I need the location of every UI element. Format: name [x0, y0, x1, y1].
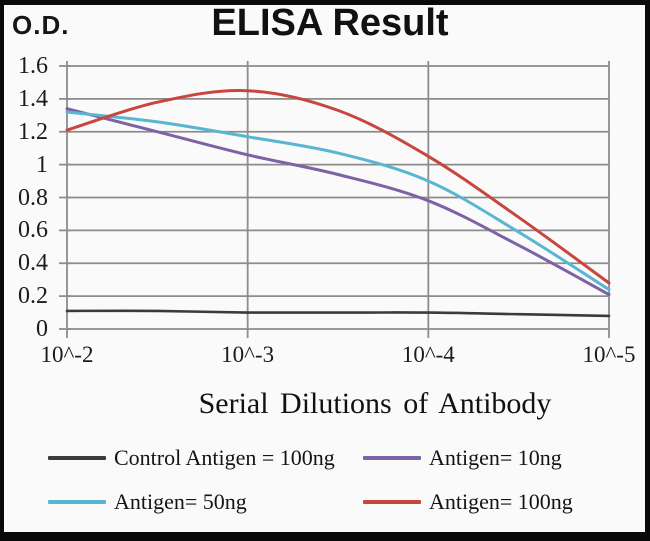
legend-line-swatch [48, 500, 106, 504]
y-tick-label: 0.2 [18, 283, 48, 310]
x-tick-label: 10^-5 [582, 342, 636, 367]
legend: Control Antigen = 100ng Antigen= 10ng Anti… [48, 444, 608, 516]
y-tick-label: 0 [36, 316, 48, 342]
legend-line-swatch [363, 500, 421, 504]
y-tick-label: 0.6 [18, 217, 48, 244]
legend-item: Antigen= 10ng [363, 444, 608, 472]
legend-label: Control Antigen = 100ng [114, 445, 335, 470]
series-line-1 [65, 309, 611, 318]
legend-line-swatch [48, 456, 106, 460]
series-line-2 [65, 107, 611, 296]
legend-item: Antigen= 100ng [363, 488, 608, 516]
series-line-3 [65, 110, 611, 292]
x-tick-label: 10^-4 [401, 342, 455, 367]
legend-label: Antigen= 50ng [114, 489, 247, 514]
chart-title: ELISA Result [211, 2, 449, 44]
x-axis-title: Serial Dilutions of Antibody [198, 387, 552, 420]
legend-label: Antigen= 100ng [429, 489, 573, 514]
legend-label: Antigen= 10ng [429, 445, 562, 470]
y-tick-label: 1.6 [18, 53, 48, 79]
legend-line-swatch [363, 456, 421, 460]
legend-item: Control Antigen = 100ng [48, 444, 363, 472]
y-tick-label: 1.2 [18, 118, 48, 145]
plot-area [59, 61, 611, 338]
y-tick-label: 0.4 [18, 250, 48, 277]
legend-item: Antigen= 50ng [48, 488, 363, 516]
x-tick-label: 10^-2 [40, 342, 94, 367]
y-tick-label: 1 [36, 151, 48, 178]
y-axis-unit-label: O.D. [12, 10, 70, 40]
y-tick-label: 0.8 [18, 184, 48, 211]
x-tick-label: 10^-3 [221, 342, 275, 367]
series-line-4 [65, 89, 611, 285]
y-tick-label: 1.4 [18, 85, 48, 112]
